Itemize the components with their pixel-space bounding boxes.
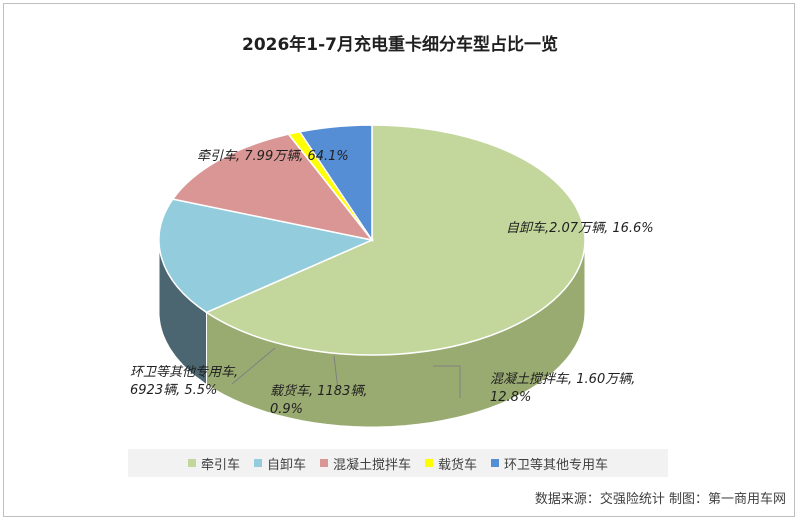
pie-slice-3 — [171, 133, 374, 242]
legend-label: 环卫等其他专用车 — [504, 457, 609, 473]
legend-label: 混凝土搅拌车 — [332, 457, 411, 473]
legend-item-5: 环卫等其他专用车 — [491, 454, 608, 473]
legend-label: 牵引车 — [200, 457, 240, 473]
legend-label: 载货车 — [438, 457, 478, 473]
legend-swatch — [187, 459, 196, 467]
leader-line-4 — [333, 355, 339, 391]
data-labels: 牵引车, 7.99万辆, 64.1% 自卸车,2.07万辆, 16.6% 混凝土搅拌… — [130, 149, 654, 417]
legend-label: 自卸车 — [266, 457, 306, 473]
pie-tops — [158, 124, 586, 356]
source-note: 数据来源：交强险统计 制图：第一商用车网 — [534, 492, 786, 507]
data-label-1: 牵引车, 7.99万辆, 64.1% — [197, 149, 349, 164]
pie-slice-5 — [298, 124, 373, 243]
data-label-3: 混凝土搅拌车, 1.60万辆, 12.8% — [490, 372, 635, 405]
leader-line-3 — [433, 365, 461, 398]
legend-swatch — [319, 459, 328, 467]
legend-item-4: 载货车 — [425, 454, 477, 473]
leader-lines — [231, 347, 461, 398]
legend-item-1: 牵引车 — [187, 454, 240, 473]
pie-slice-1 — [204, 124, 586, 356]
leader-line-5 — [231, 347, 276, 385]
chart-title: 2026年1-7月充电重卡细分车型占比一览 — [241, 35, 559, 55]
data-label-5: 环卫等其他专用车, 6923辆, 5.5% — [130, 365, 238, 398]
pie-slice-2 — [158, 198, 375, 314]
legend-swatch — [253, 459, 262, 467]
legend-item-3: 混凝土搅拌车 — [319, 454, 411, 473]
data-label-4: 载货车, 1183辆, 0.9% — [270, 384, 367, 417]
data-label-2: 自卸车,2.07万辆, 16.6% — [506, 221, 654, 236]
legend: 牵引车 自卸车 混凝土搅拌车 载货车 环卫等其他专用车 — [128, 449, 668, 477]
legend-swatch — [425, 459, 433, 467]
legend-item-2: 自卸车 — [253, 454, 306, 473]
legend-swatch — [491, 459, 500, 467]
